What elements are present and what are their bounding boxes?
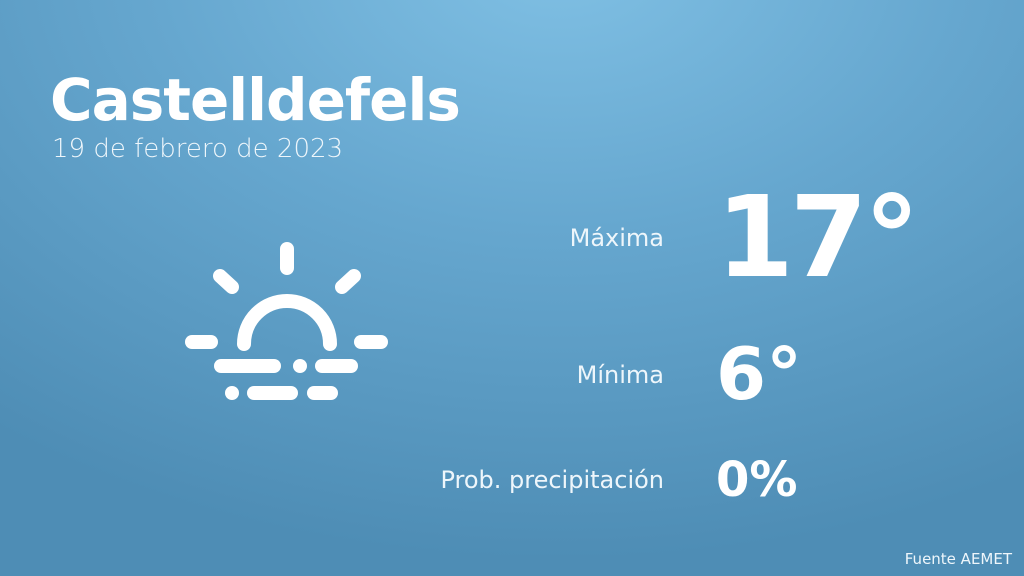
forecast-date: 19 de febrero de 2023 bbox=[52, 134, 344, 164]
min-value: 6° bbox=[716, 332, 803, 416]
precip-value: 0% bbox=[716, 452, 798, 508]
city-title: Castelldefels bbox=[50, 66, 461, 134]
source-credit: Fuente AEMET bbox=[904, 550, 1012, 568]
max-value: 17° bbox=[716, 173, 920, 303]
min-label: Mínima bbox=[576, 361, 664, 389]
max-label: Máxima bbox=[569, 224, 664, 252]
precip-label: Prob. precipitación bbox=[440, 466, 664, 494]
